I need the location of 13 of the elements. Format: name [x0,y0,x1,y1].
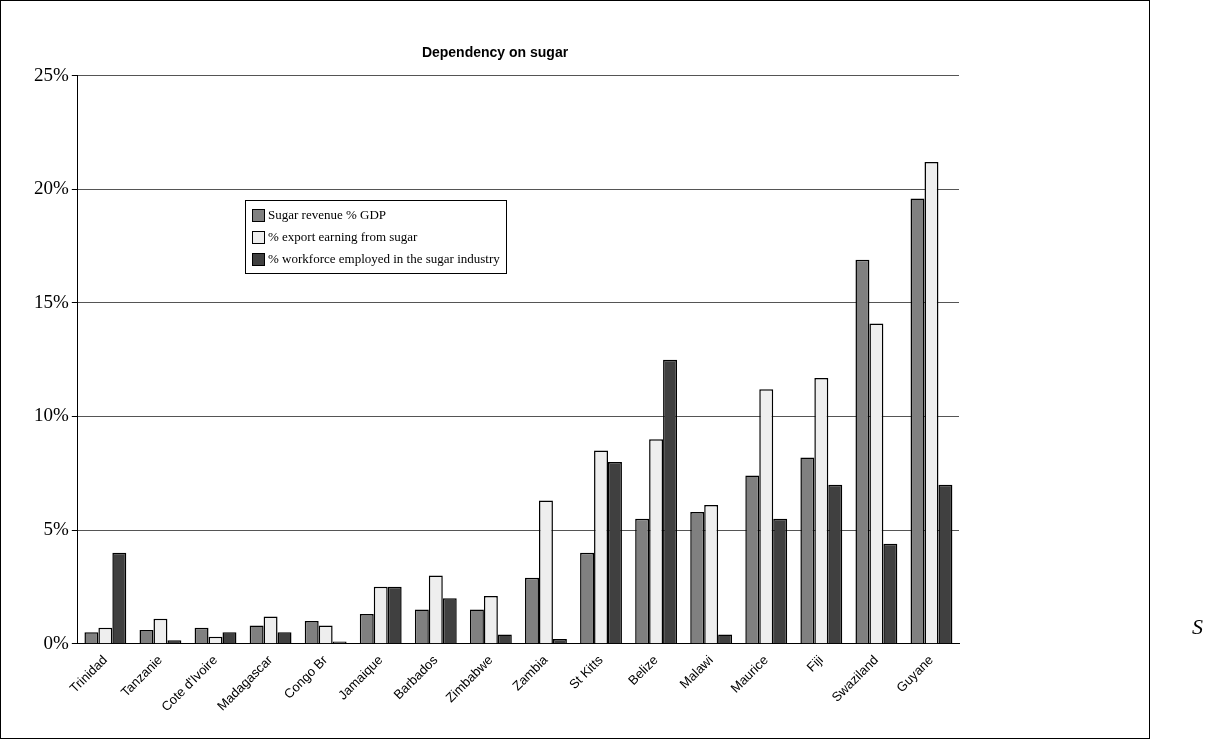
y-tick-label: 15% [34,290,69,312]
y-tick-label: 10% [34,404,69,426]
legend-label: % export earning from sugar [268,229,418,245]
y-tick-label: 5% [43,518,69,540]
chart-title: Dependency on sugar [421,44,569,61]
text: S [1192,614,1203,640]
x-tick-label: St Kitts [565,651,607,692]
legend-label: Sugar revenue % GDP [268,207,387,223]
x-tick-label: Fiji [803,652,827,675]
y-tick-label: 25% [34,63,69,85]
y-tick-label: 20% [34,177,69,199]
y-tick-label: 0% [43,631,69,653]
legend-label: % workforce employed in the sugar industry [268,251,500,267]
